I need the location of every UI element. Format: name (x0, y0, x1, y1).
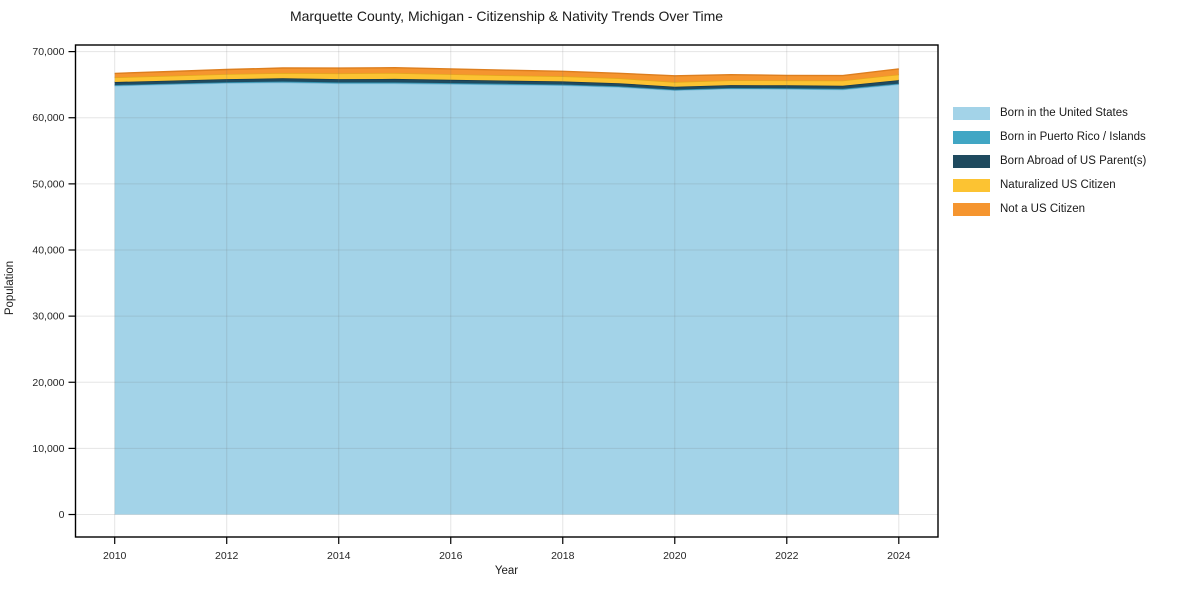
legend-item: Born in the United States (953, 101, 1146, 125)
y-tick-label: 0 (59, 509, 65, 521)
legend-swatch-icon (953, 154, 990, 168)
x-tick-label: 2020 (663, 550, 687, 562)
legend-swatch-icon (953, 178, 990, 192)
area-series-0 (114, 82, 899, 515)
y-tick-label: 10,000 (32, 443, 64, 455)
legend-label: Not a US Citizen (1000, 203, 1086, 215)
area-series-3 (114, 73, 899, 87)
legend-item: Born Abroad of US Parent(s) (953, 149, 1146, 173)
legend-swatch-icon (953, 130, 990, 144)
legend: Born in the United States Born in Puerto… (953, 101, 1146, 221)
area-series-2 (114, 78, 899, 90)
edge-line-series-4 (114, 66, 899, 77)
x-tick-label: 2010 (103, 550, 127, 562)
y-tick-label: 40,000 (32, 245, 64, 257)
x-tick-label: 2012 (215, 550, 239, 562)
x-axis-label: Year (494, 565, 519, 577)
legend-label: Born in Puerto Rico / Islands (1000, 131, 1146, 143)
y-tick-label: 50,000 (32, 178, 64, 190)
legend-label: Born in the United States (1000, 107, 1128, 119)
x-tick-label: 2022 (775, 550, 799, 562)
y-tick-label: 60,000 (32, 112, 64, 124)
x-tick-label: 2014 (327, 550, 351, 562)
legend-swatch-icon (953, 106, 990, 120)
y-tick-label: 20,000 (32, 377, 64, 389)
x-tick-label: 2018 (551, 550, 575, 562)
legend-item: Naturalized US Citizen (953, 173, 1146, 197)
y-tick-label: 30,000 (32, 311, 64, 323)
legend-item: Born in Puerto Rico / Islands (953, 125, 1146, 149)
x-tick-label: 2024 (887, 550, 911, 562)
legend-label: Naturalized US Citizen (1000, 179, 1116, 191)
plot-border (74, 44, 939, 538)
legend-swatch-icon (953, 202, 990, 216)
y-tick-label: 70,000 (32, 46, 64, 58)
legend-item: Not a US Citizen (953, 197, 1146, 221)
x-tick-label: 2016 (439, 550, 463, 562)
chart-title: Marquette County, Michigan - Citizenship… (289, 8, 724, 24)
area-series-4 (114, 67, 899, 82)
y-axis-label: Population (4, 260, 16, 316)
legend-label: Born Abroad of US Parent(s) (1000, 155, 1147, 167)
